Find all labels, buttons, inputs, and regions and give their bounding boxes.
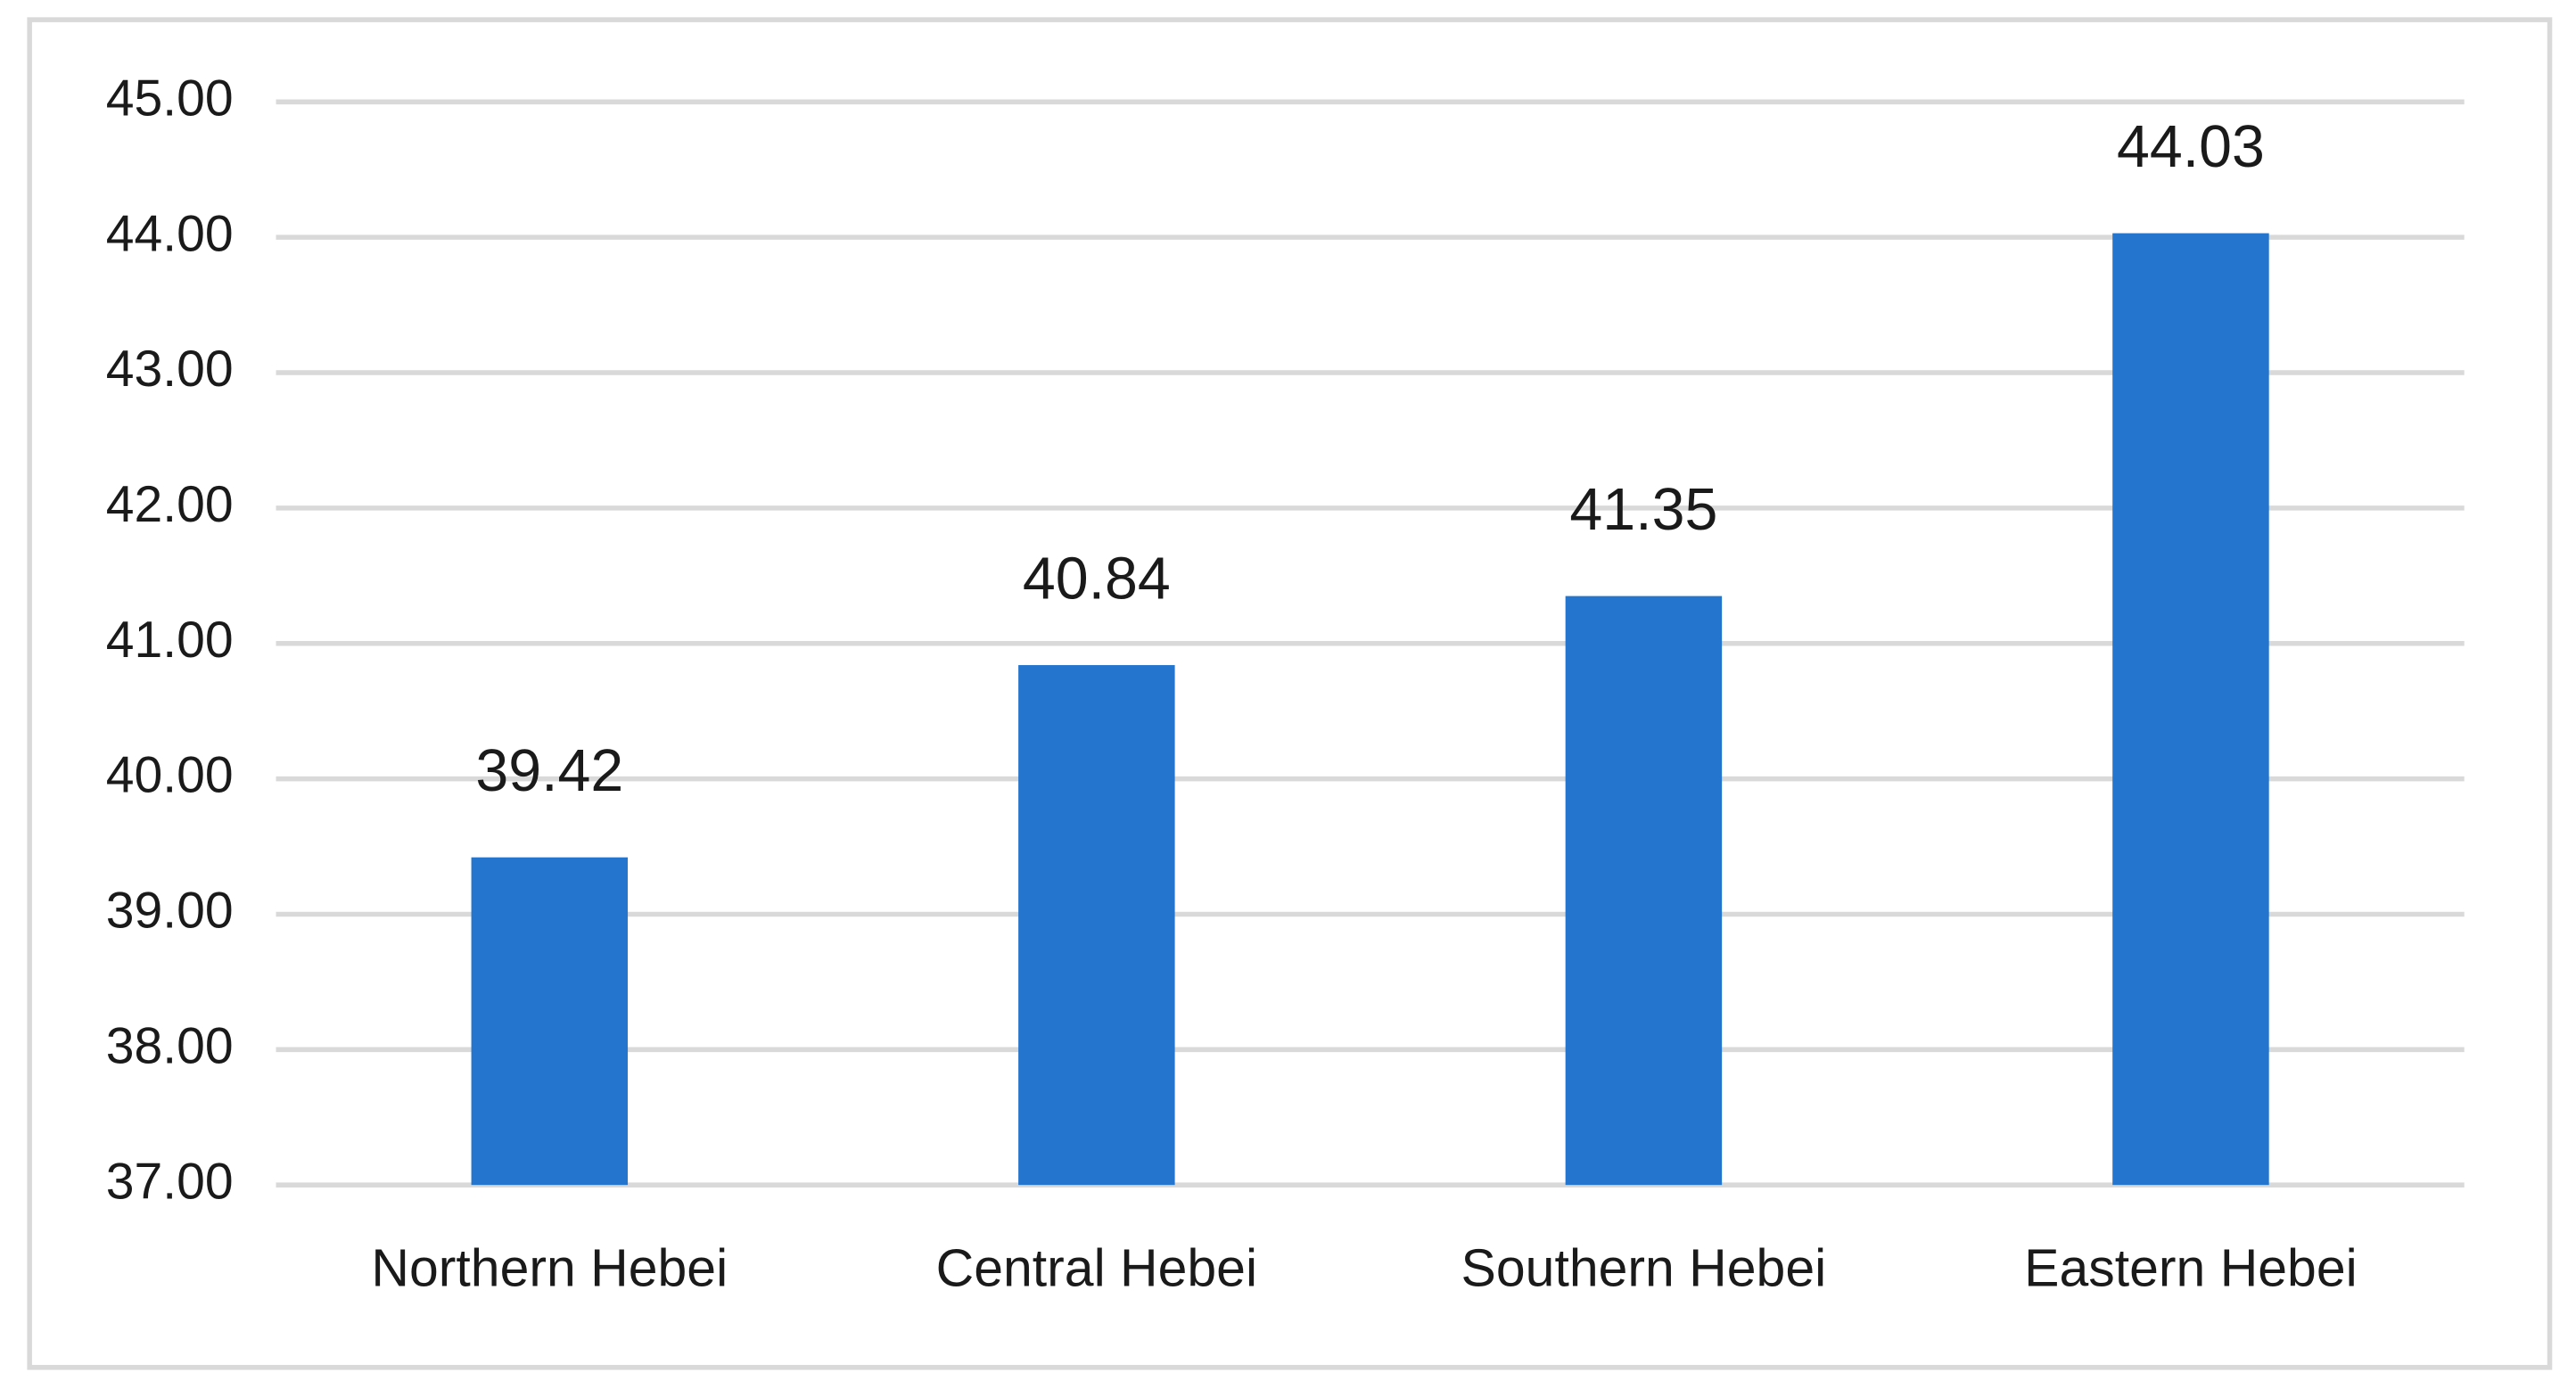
value-label: 41.35 [1569, 477, 1717, 543]
bar [1018, 665, 1175, 1186]
x-tick-label: Central Hebei [936, 1239, 1257, 1297]
bar [1565, 596, 1723, 1186]
value-label: 44.03 [2117, 114, 2265, 180]
x-tick-label: Southern Hebei [1461, 1239, 1827, 1297]
y-tick-label: 44.00 [106, 205, 234, 262]
y-tick-label: 37.00 [106, 1153, 234, 1210]
value-label: 39.42 [475, 738, 623, 804]
y-tick-label: 41.00 [106, 612, 234, 669]
y-tick-label: 45.00 [106, 70, 234, 127]
x-tick-label: Eastern Hebei [2024, 1239, 2358, 1297]
y-tick-label: 42.00 [106, 476, 234, 533]
y-tick-label: 43.00 [106, 341, 234, 398]
x-tick-label: Northern Hebei [371, 1239, 728, 1297]
bar [471, 857, 629, 1186]
value-label: 40.84 [1023, 546, 1171, 612]
y-tick-label: 39.00 [106, 883, 234, 940]
y-tick-label: 38.00 [106, 1017, 234, 1074]
y-tick-label: 40.00 [106, 747, 234, 804]
bar [2112, 233, 2269, 1186]
